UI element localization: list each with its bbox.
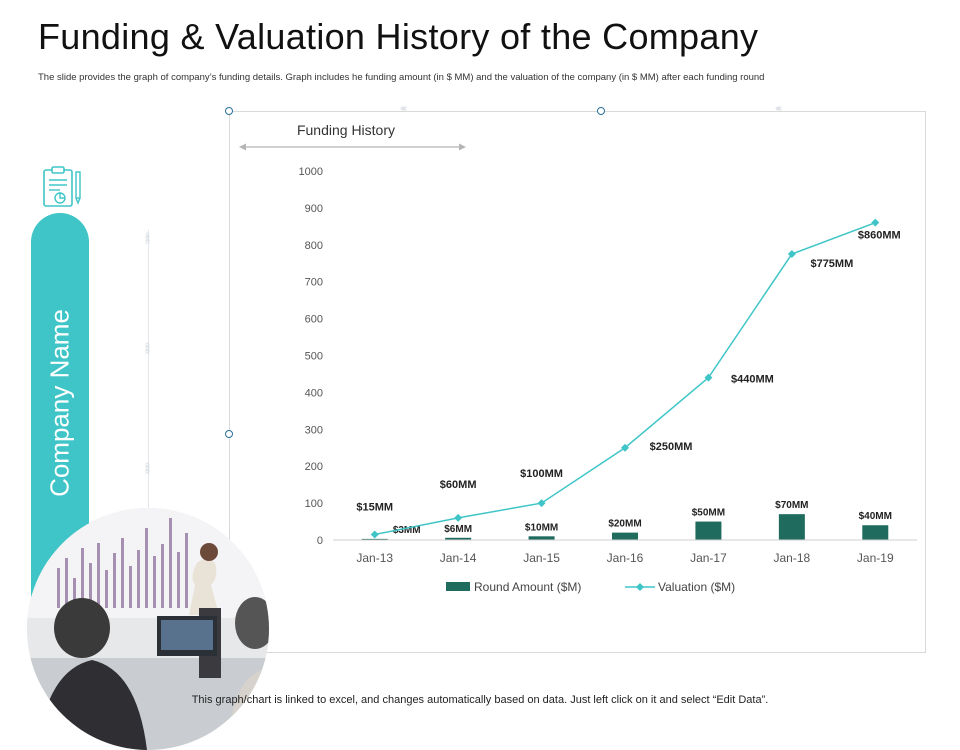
valuation-data-label: $775MM <box>810 258 853 270</box>
frame-handle-dot <box>597 107 605 115</box>
funding-chart: Funding History 0 100 200 300 400 500 600 700 80… <box>239 122 917 594</box>
y-tick-label: 400 <box>305 387 323 399</box>
y-tick-label: 200 <box>305 461 323 473</box>
y-tick-label: 700 <box>305 277 323 289</box>
bar-data-label: $40MM <box>859 511 892 522</box>
chart-title: Funding History <box>297 122 395 138</box>
frame-handle-dot <box>225 107 233 115</box>
bar-data-label: $50MM <box>692 508 725 519</box>
bar-round-amount <box>778 514 805 540</box>
bar-data-label: $10MM <box>525 522 558 533</box>
bar-round-amount <box>528 536 555 540</box>
x-tick-label: Jan-15 <box>523 551 560 565</box>
legend-label-round-amount: Round Amount ($M) <box>474 580 581 594</box>
page-subtitle: The slide provides the graph of company’… <box>38 72 765 83</box>
guide-line <box>148 230 149 520</box>
chart-frame <box>229 111 926 653</box>
chevron-decoration-icon: ««« <box>141 462 153 473</box>
y-tick-label: 1000 <box>299 166 323 178</box>
bar-data-label: $70MM <box>775 500 808 511</box>
y-tick-label: 300 <box>305 424 323 436</box>
y-tick-label: 100 <box>305 498 323 510</box>
x-tick-label: Jan-18 <box>774 551 811 565</box>
arrow-head-left <box>239 143 246 151</box>
footer-note: This graph/chart is linked to excel, and… <box>191 694 769 706</box>
page-title: Funding & Valuation History of the Compa… <box>38 16 759 57</box>
report-clipboard-icon <box>43 166 81 207</box>
legend-label-valuation: Valuation ($M) <box>658 580 735 594</box>
valuation-data-label: $860MM <box>858 230 901 242</box>
valuation-data-label: $100MM <box>520 468 563 480</box>
bar-round-amount <box>695 521 722 540</box>
x-tick-label: Jan-19 <box>857 551 894 565</box>
valuation-data-label: $440MM <box>731 374 774 386</box>
x-tick-label: Jan-17 <box>690 551 727 565</box>
valuation-point <box>454 513 463 522</box>
valuation-data-label: $60MM <box>440 479 477 491</box>
y-tick-label: 800 <box>305 240 323 252</box>
bar-round-amount <box>862 525 889 540</box>
arrow-head-right <box>459 143 466 151</box>
meeting-illustration <box>27 508 269 750</box>
valuation-data-label: $250MM <box>650 441 693 453</box>
company-name-label: Company Name <box>44 309 75 497</box>
chevron-decoration-icon: ‹‹‹‹ <box>400 103 407 114</box>
chevron-decoration-icon: ‹‹‹‹ <box>775 103 782 114</box>
valuation-point <box>370 530 379 539</box>
legend-swatch-round-amount <box>446 582 470 591</box>
bar-data-label: $3MM <box>393 525 421 536</box>
valuation-point <box>871 218 880 227</box>
valuation-point <box>621 443 629 452</box>
frame-handle-dot <box>225 430 233 438</box>
valuation-point <box>787 250 796 259</box>
valuation-point <box>704 373 713 382</box>
x-tick-label: Jan-13 <box>356 551 393 565</box>
bar-round-amount <box>361 538 388 540</box>
y-tick-label: 500 <box>305 351 323 363</box>
y-tick-label: 0 <box>317 535 323 547</box>
meeting-photo <box>27 508 269 750</box>
valuation-point <box>537 499 546 508</box>
chevron-decoration-icon: ««« <box>141 232 153 243</box>
x-tick-label: Jan-16 <box>607 551 644 565</box>
valuation-data-label: $15MM <box>356 501 393 513</box>
bar-round-amount <box>445 537 472 540</box>
y-tick-label: 600 <box>305 314 323 326</box>
chevron-decoration-icon: ««« <box>141 342 153 353</box>
bar-data-label: $6MM <box>444 524 472 535</box>
bar-data-label: $20MM <box>608 519 641 530</box>
y-tick-label: 900 <box>305 203 323 215</box>
x-tick-label: Jan-14 <box>440 551 477 565</box>
legend-marker-valuation <box>636 583 644 591</box>
bar-round-amount <box>612 532 638 540</box>
